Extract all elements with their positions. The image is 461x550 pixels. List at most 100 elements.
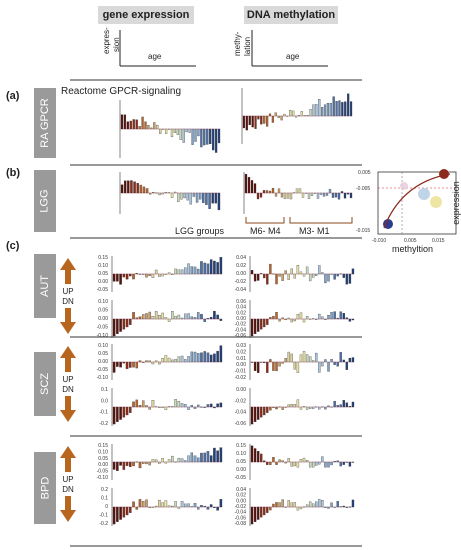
aut-methylation-up-chart-bar bbox=[318, 265, 321, 275]
lgg-methylation-chart-bar bbox=[319, 192, 323, 195]
scz-expression-dn-chart-bar bbox=[174, 399, 177, 408]
scz-expression-up-chart-bar bbox=[116, 361, 119, 367]
scz-expression-up-chart-bar bbox=[203, 351, 206, 363]
aut-expression-dn-chart-bar bbox=[213, 310, 216, 320]
scz-methylation-dn-chart-bar bbox=[330, 406, 333, 408]
bpd-expression-dn-chart-bar bbox=[158, 499, 161, 508]
scz-methylation-up-chart-bar bbox=[260, 361, 263, 363]
bpd-expression-dn-chart-bar bbox=[184, 503, 187, 508]
lgg-expression-chart-bar bbox=[205, 192, 208, 205]
scz-expression-dn-chart-bar bbox=[138, 405, 142, 408]
tab-bpd: BPD bbox=[34, 452, 56, 524]
scz-expression-up-chart-bar bbox=[219, 345, 223, 363]
ra-methylation-chart-bar bbox=[294, 115, 298, 118]
scz-methylation-up-chart-bar bbox=[318, 361, 321, 373]
up-label: UP bbox=[62, 375, 73, 384]
ra-expression-chart-bar bbox=[120, 114, 124, 130]
aut-meth-up-tick-label: -0.04 bbox=[235, 287, 247, 293]
lgg-methylation-chart-bar bbox=[250, 180, 254, 194]
lgg-expression-chart-bar bbox=[186, 192, 189, 201]
bpd-methylation-dn-chart-bar bbox=[305, 504, 309, 508]
tab-scz: SCZ bbox=[34, 352, 56, 416]
ra-expression-chart-bar bbox=[176, 128, 179, 135]
panel-c-letter: (c) bbox=[6, 240, 20, 252]
scz-methylation-dn-chart-bar bbox=[290, 404, 293, 408]
bpd-methylation-up-chart-bar bbox=[253, 448, 257, 463]
bpd-methylation-up-chart-bar bbox=[250, 445, 254, 463]
aut-meth-up-tick-label: -0.02 bbox=[235, 279, 247, 285]
aut-methylation-up-chart-bar bbox=[351, 268, 355, 275]
bpd-expression-dn-chart-bar bbox=[164, 500, 168, 508]
aut-methylation-dn-chart-bar bbox=[299, 312, 303, 320]
ra-expression-chart-bar bbox=[200, 128, 203, 148]
ra-expression-chart-bar bbox=[217, 128, 221, 144]
ra-expression-chart-bar bbox=[135, 119, 138, 130]
bpd-expression-dn-chart-bar bbox=[138, 499, 142, 508]
bpd-expression-up-chart bbox=[111, 444, 223, 480]
scz-expression-dn-chart-bar bbox=[180, 403, 184, 408]
bpd-expression-dn-chart-bar bbox=[219, 499, 223, 508]
lgg-methylation-chart-bar bbox=[316, 192, 320, 199]
aut-expression-dn-chart-bar bbox=[209, 316, 213, 320]
ra-methylation-chart-bar bbox=[263, 115, 266, 124]
scz-methylation-up-chart-bar bbox=[293, 361, 297, 370]
lgg-expression-chart-bar bbox=[127, 180, 130, 194]
lgg-methylation-chart-bar bbox=[259, 192, 263, 198]
aut-methylation-up-chart-bar bbox=[284, 270, 287, 275]
bpd-methylation-up-chart-bar bbox=[318, 461, 321, 465]
aut-meth-dn-tick-label: -0.02 bbox=[235, 322, 247, 328]
lgg-expression-chart-bar bbox=[167, 192, 171, 194]
ra-methylation-chart-bar bbox=[292, 110, 295, 117]
bpd-methylation-up-chart-bar bbox=[263, 460, 266, 463]
lgg-expression-chart-bar bbox=[139, 184, 143, 194]
scz-expression-dn-chart-bar bbox=[187, 406, 190, 410]
aut-expression-dn-chart-bar bbox=[141, 314, 145, 320]
bpd-methylation-dn-chart-bar bbox=[281, 499, 284, 508]
aut-methylation-up-chart-bar bbox=[293, 273, 297, 279]
aut-methylation-up-chart-bar bbox=[250, 270, 254, 275]
scz-methylation-up-chart-bar bbox=[281, 361, 284, 364]
bpd-expression-up-chart-bar bbox=[116, 461, 119, 471]
bpd-methylation-dn-chart-bar bbox=[269, 506, 272, 511]
lgg-expression-chart-bar bbox=[189, 192, 193, 205]
scz-meth-up-tick-label: -0.02 bbox=[235, 375, 247, 381]
aut-expression-dn-chart-bar bbox=[174, 315, 177, 320]
lgg-methylation-chart-bar bbox=[256, 192, 260, 200]
ra-methylation-chart-bar bbox=[335, 101, 338, 117]
lgg-expression-chart-bar bbox=[195, 192, 199, 203]
lgg-expression-chart-bar bbox=[217, 192, 221, 211]
scz-expression-dn-chart-bar bbox=[135, 399, 139, 408]
dn-label: DN bbox=[62, 485, 74, 494]
bpd-expr-dn-tick-label: 0.1 bbox=[101, 496, 108, 502]
bpd-methylation-dn-chart-bar bbox=[342, 505, 345, 508]
aut-meth-dn-tick-label: 0.04 bbox=[236, 305, 246, 311]
scz-expression-up-chart-bar bbox=[200, 352, 203, 363]
aut-expr-dn-tick-label: 0.10 bbox=[98, 299, 108, 305]
scz-methylation-up-chart bbox=[249, 344, 355, 380]
bpd-expression-dn-chart-bar bbox=[119, 506, 122, 520]
bpd-methylation-dn-chart-bar bbox=[253, 506, 257, 522]
scz-methylation-dn-chart-bar bbox=[336, 405, 339, 408]
scz-methylation-dn-chart-bar bbox=[299, 406, 303, 410]
scz-expression-dn-chart-bar bbox=[164, 406, 168, 410]
aut-expression-up-chart-bar bbox=[151, 273, 155, 278]
bpd-expression-up-chart-bar bbox=[209, 455, 213, 463]
separator-a bbox=[70, 164, 362, 166]
bpd-expression-up-chart-bar bbox=[145, 461, 148, 465]
lgg-methylation-chart-bar bbox=[346, 192, 350, 195]
bpd-expression-up-chart-bar bbox=[213, 447, 216, 463]
ra-expression-chart-bar bbox=[206, 128, 209, 145]
aut-expression-dn-chart-bar bbox=[193, 317, 197, 320]
aut-methylation-dn-chart-bar bbox=[327, 315, 330, 320]
aut-expression-dn-chart-bar bbox=[219, 318, 223, 321]
lgg-expression-chart-bar bbox=[208, 192, 211, 209]
scz-expression-dn-chart-bar bbox=[200, 406, 203, 408]
ra-expression-chart-bar bbox=[214, 128, 218, 153]
bpd-methylation-up-chart-bar bbox=[336, 460, 339, 463]
scz-methylation-dn-chart-bar bbox=[260, 406, 263, 418]
bpd-methylation-dn-chart-bar bbox=[293, 502, 297, 508]
scz-methylation-up-chart-bar bbox=[348, 357, 352, 363]
ra-expression-chart-bar bbox=[185, 128, 188, 133]
bpd-expr-up-tick-label: 0.10 bbox=[98, 449, 108, 455]
scz-expression-dn-chart-bar bbox=[145, 405, 148, 408]
